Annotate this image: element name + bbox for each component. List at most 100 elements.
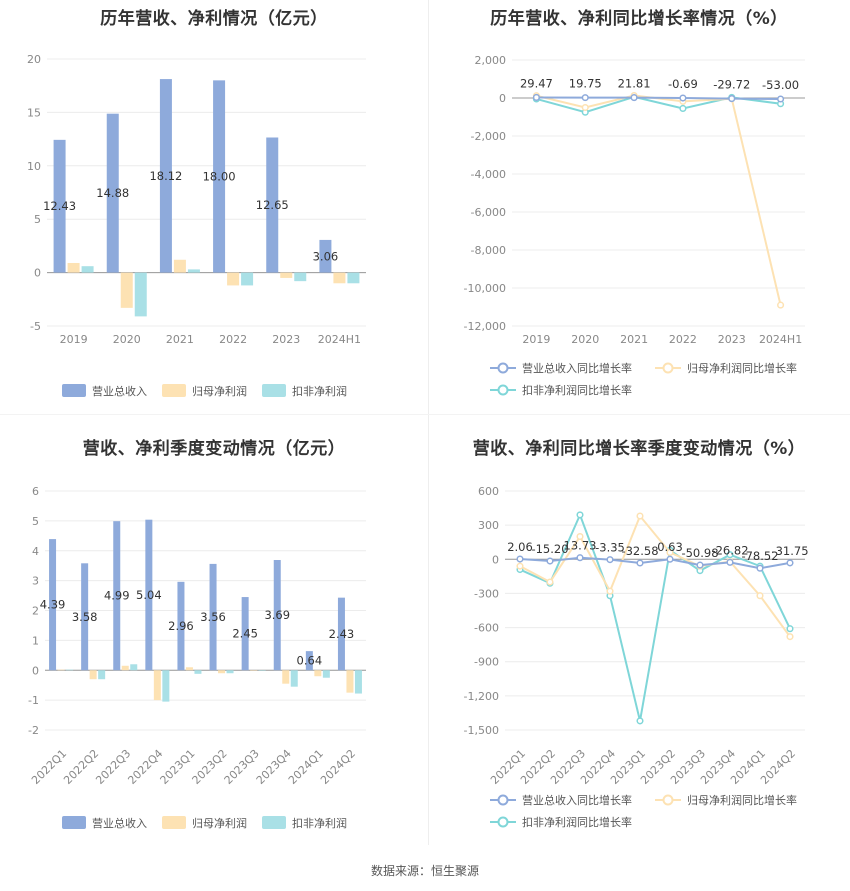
revenue-data-label: 12.65 (256, 198, 289, 212)
data-point (666, 548, 674, 557)
revenue-growth-label: 13.73 (564, 539, 597, 553)
y-tick-label: -2,000 (471, 130, 506, 143)
series-line-net-profit (519, 514, 791, 638)
legend-swatch (262, 384, 286, 397)
bar-revenue (177, 581, 185, 671)
x-tick-label: 2024H1 (318, 333, 361, 346)
data-point (606, 587, 614, 595)
x-tick-label: 2021 (166, 333, 194, 346)
y-tick-label: -1 (28, 694, 39, 707)
bar-deducted-profit (226, 670, 234, 674)
bar-deducted-profit (81, 266, 94, 273)
revenue-growth-label: -3.35 (595, 541, 625, 555)
x-tick-label: 2023 (718, 333, 746, 346)
y-tick-label: -12,000 (464, 320, 506, 333)
revenue-growth-label: -31.75 (771, 544, 808, 558)
bar-net-profit (280, 272, 293, 278)
bar-deducted-profit (290, 670, 298, 687)
y-tick-label: 15 (27, 106, 41, 119)
bar-deducted-profit (187, 269, 200, 273)
data-point (777, 301, 785, 309)
y-tick-label: 300 (478, 519, 499, 532)
data-point (546, 557, 554, 565)
x-tick-label: 2020 (113, 333, 141, 346)
x-tick-label: 2019 (60, 333, 88, 346)
bar-revenue (241, 597, 249, 671)
revenue-data-label: 2.96 (168, 619, 194, 633)
bar-net-profit (67, 262, 80, 273)
revenue-data-label: 5.04 (136, 588, 162, 602)
bar-net-profit (185, 667, 193, 671)
bar-deducted-profit (162, 670, 170, 702)
y-tick-label: 2,000 (475, 54, 507, 67)
bar-net-profit (333, 272, 346, 284)
data-point (516, 562, 524, 570)
x-tick-label: 2021 (620, 333, 648, 346)
bar-net-profit (282, 670, 290, 684)
revenue-growth-label: 29.47 (520, 76, 553, 90)
bar-deducted-profit (241, 272, 254, 286)
series-line-revenue (536, 96, 781, 101)
bar-deducted-profit (322, 670, 330, 678)
bar-revenue (209, 563, 217, 671)
legend-marker (662, 794, 674, 806)
data-point (581, 94, 589, 102)
legend-marker (497, 794, 509, 806)
horizontal-divider (0, 414, 850, 415)
y-tick-label: 0 (34, 267, 41, 280)
chart-title: 营收、净利同比增长率季度变动情况（%） (472, 439, 806, 459)
revenue-data-label: 2.43 (329, 627, 355, 641)
revenue-data-label: 2.45 (232, 627, 258, 641)
y-tick-label: -5 (30, 320, 41, 333)
data-point (728, 95, 736, 103)
bar-deducted-profit (130, 664, 138, 671)
bar-deducted-profit (354, 670, 362, 694)
vertical-divider (428, 0, 429, 845)
bar-revenue (273, 560, 281, 671)
x-tick-label: 2019 (522, 333, 550, 346)
y-tick-label: 4 (32, 545, 39, 558)
data-point (636, 512, 644, 520)
data-point (756, 564, 764, 572)
quarterly-growth-chart: -1,500-1,200-900-600-30003006002022Q1202… (464, 485, 809, 829)
bar-revenue (53, 139, 66, 273)
series-line-net-profit (536, 94, 782, 306)
legend-label: 归母净利润同比增长率 (687, 793, 797, 807)
data-point (726, 558, 734, 566)
y-tick-label: 1 (32, 634, 39, 647)
quarterly-revenue-profit-chart: -2-101234562022Q14.392022Q23.582022Q34.9… (28, 485, 366, 830)
revenue-growth-label: -0.69 (668, 77, 698, 91)
legend-label: 归母净利润 (192, 816, 247, 830)
data-point (666, 555, 674, 563)
bar-net-profit (89, 670, 97, 680)
quarterly-revenue-profit-panel: 营收、净利季度变动情况（亿元） -2 -1 0 1 2 3 4 5 6 2022Q1 4.39 202… (0, 414, 428, 854)
annual-revenue-profit-chart: -5 0 5 10 15 20 2019 12.43 2020 14.88 2021 18.12 202… (27, 53, 366, 398)
y-tick-label: 6 (32, 485, 39, 498)
series-line-revenue (519, 556, 791, 570)
bar-revenue (106, 113, 119, 273)
legend-marker (662, 362, 674, 374)
data-point (532, 93, 540, 101)
bar-deducted-profit (258, 670, 266, 671)
legend-label: 营业总收入 (92, 384, 147, 398)
y-tick-label: 20 (27, 53, 41, 66)
y-tick-label: 2 (32, 605, 39, 618)
legend-label: 营业总收入同比增长率 (522, 793, 632, 807)
revenue-data-label: 3.06 (313, 249, 339, 263)
legend-swatch (162, 384, 186, 397)
quarterly-growth-panel: 营收、净利同比增长率季度变动情况（%） -1,500 -1,200 -900 -600… (428, 414, 850, 854)
data-point (636, 559, 644, 567)
x-tick-label: 2020 (571, 333, 599, 346)
revenue-data-label: 4.99 (104, 589, 130, 603)
bar-revenue (81, 563, 89, 671)
bar-net-profit (250, 670, 258, 671)
bar-net-profit (314, 670, 322, 677)
bar-revenue (266, 137, 279, 273)
y-tick-label: -2 (28, 724, 39, 737)
bar-net-profit (346, 670, 354, 693)
y-tick-label: -1,500 (464, 724, 499, 737)
bar-revenue (337, 597, 345, 671)
revenue-growth-label: -15.20 (531, 542, 568, 556)
legend-swatch (162, 816, 186, 829)
bar-revenue (113, 521, 121, 671)
